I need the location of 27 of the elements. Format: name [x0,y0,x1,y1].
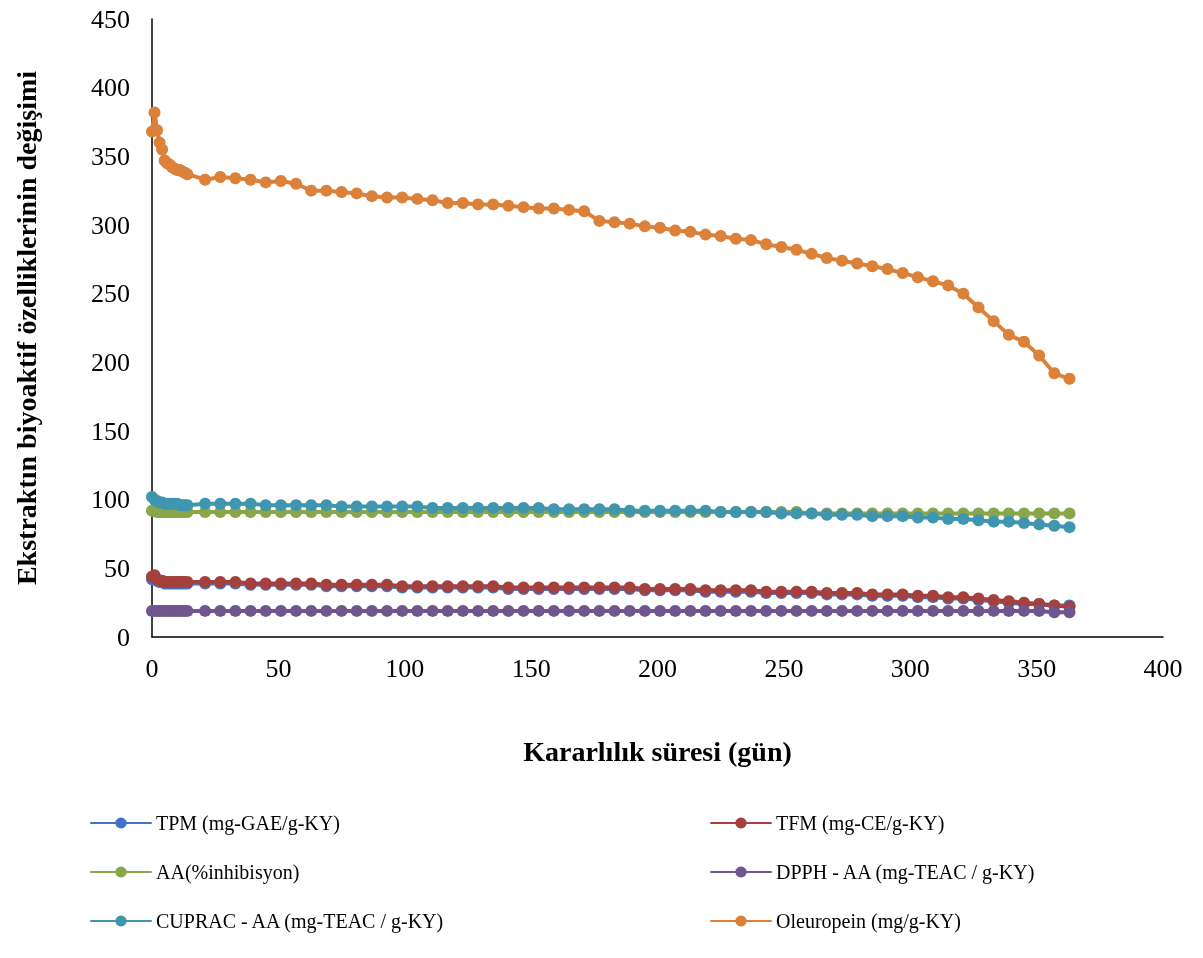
x-tick-label: 350 [1017,653,1057,683]
y-tick-label: 350 [91,141,130,171]
x-tick-label: 50 [265,653,292,683]
legend-label: AA(%inhibisyon) [156,861,300,884]
y-tick-label: 250 [91,279,130,309]
legend-label: CUPRAC - AA (mg-TEAC / g-KY) [156,910,444,933]
y-tick-label: 0 [117,622,130,652]
y-tick-label: 300 [91,210,130,240]
y-tick-label: 450 [91,4,130,34]
y-tick-label: 400 [91,73,130,103]
legend-label: TFM (mg-CE/g-KY) [776,812,945,835]
y-tick-label: 150 [91,416,130,446]
legend-label: TPM (mg-GAE/g-KY) [156,812,340,835]
x-tick-label: 300 [890,653,930,683]
y-axis-title: Ekstraktın biyoaktif özelliklerinin değişimi [10,70,42,586]
y-tick-label: 100 [91,485,130,515]
x-tick-label: 150 [511,653,551,683]
legend-label: Oleuropein (mg/g-KY) [776,910,961,933]
x-tick-label: 400 [1143,653,1183,683]
y-tick-label: 50 [104,553,130,583]
x-tick-label: 0 [145,653,159,683]
x-tick-label: 100 [385,653,425,683]
x-axis-title: Kararlılık süresi (gün) [523,735,792,767]
y-tick-label: 200 [91,347,130,377]
x-tick-label: 250 [764,653,804,683]
legend-label: DPPH - AA (mg-TEAC / g-KY) [776,861,1035,884]
x-tick-label: 200 [638,653,677,683]
